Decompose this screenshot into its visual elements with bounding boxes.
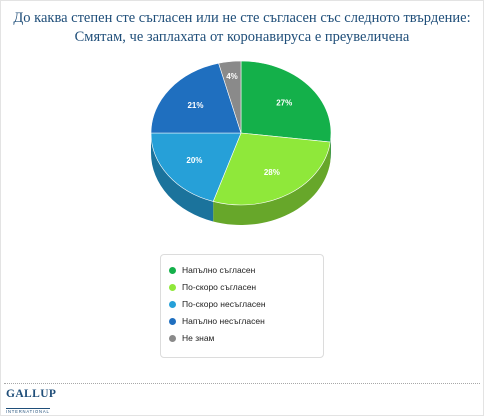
- logo-subtext: INTERNATIONAL: [6, 408, 50, 414]
- legend-item-0[interactable]: Напълно съгласен: [169, 263, 255, 277]
- legend-item-3[interactable]: Напълно несъгласен: [169, 314, 265, 328]
- legend-label: По-скоро несъгласен: [182, 299, 266, 309]
- legend-marker: [169, 300, 176, 308]
- title-line-1: До каква степен сте съгласен или не сте …: [13, 10, 471, 26]
- pie-slice-4[interactable]: [218, 60, 242, 134]
- legend-label: Не знам: [182, 333, 215, 343]
- data-label-4: 4%: [226, 72, 238, 81]
- legend-marker: [169, 283, 176, 291]
- legend-marker: [169, 334, 176, 342]
- pie-chart: 27% 28% 20% 21% 4%: [150, 60, 332, 225]
- legend-label: По-скоро съгласен: [182, 282, 257, 292]
- data-label-2: 20%: [186, 156, 202, 165]
- logo-text: GALLUP: [6, 388, 57, 400]
- title-line-2: Смятам, че заплахата от коронавируса е п…: [74, 29, 410, 45]
- legend-item-1[interactable]: По-скоро съгласен: [169, 280, 256, 294]
- pie-slice-1[interactable]: [212, 132, 331, 206]
- legend-marker: [169, 317, 176, 325]
- pie-side-1: [213, 142, 331, 225]
- pie-side-2: [151, 133, 214, 222]
- pie-slice-2[interactable]: [150, 132, 242, 202]
- pie-slice-3[interactable]: [150, 62, 242, 134]
- data-label-1: 28%: [264, 168, 280, 177]
- legend-item-2[interactable]: По-скоро несъгласен: [169, 297, 266, 311]
- data-label-0: 27%: [276, 99, 292, 108]
- legend-item-4[interactable]: Не знам: [169, 331, 214, 345]
- chart-title: До каква степен сте съгласен или не сте …: [0, 9, 484, 47]
- gallup-logo[interactable]: GALLUP INTERNATIONAL: [6, 388, 66, 414]
- legend: Напълно съгласен По-скоро съгласен По-ск…: [160, 254, 324, 358]
- legend-marker: [169, 266, 176, 274]
- legend-label: Напълно несъгласен: [182, 316, 265, 326]
- data-label-3: 21%: [187, 101, 203, 110]
- pie-slice-0[interactable]: [240, 60, 332, 143]
- footer-divider: [4, 383, 480, 384]
- legend-label: Напълно съгласен: [182, 265, 256, 275]
